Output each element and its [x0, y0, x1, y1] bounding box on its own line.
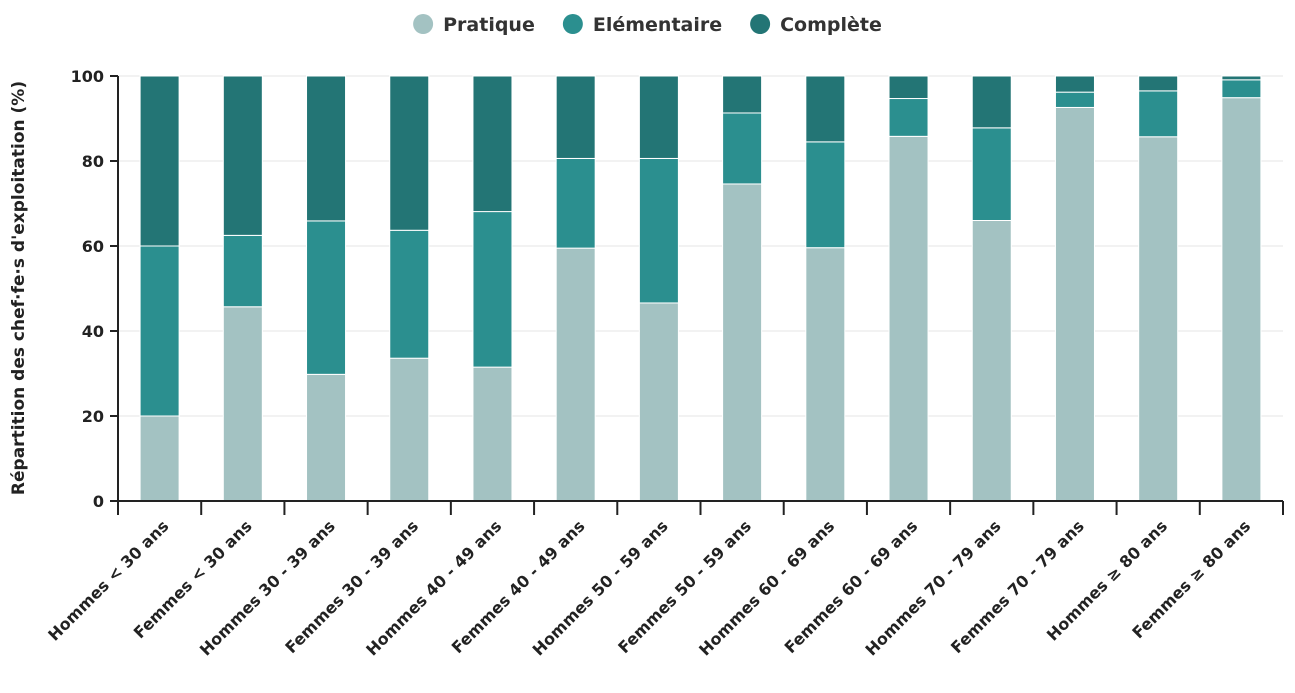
bar-segment-complete [222, 75, 263, 236]
bar-stack [472, 75, 513, 502]
bar-stack [1138, 75, 1179, 502]
bar-segment-elementaire [1054, 91, 1095, 108]
bar-segment-pratique [306, 373, 347, 502]
bar-segment-pratique [139, 415, 180, 502]
bar-stack [555, 75, 596, 502]
legend-marker [413, 14, 434, 34]
bar-segment-complete [805, 75, 846, 143]
bar-segment-elementaire [805, 141, 846, 249]
bar-stack [722, 75, 763, 502]
bar-stack [1221, 75, 1262, 502]
bar-stack [306, 75, 347, 502]
bar-segment-elementaire [222, 234, 263, 308]
legend-marker [750, 14, 771, 34]
bar-segment-elementaire [638, 157, 679, 304]
y-axis-label: Répartition des chef·fe·s d'exploitation… [9, 81, 29, 495]
y-tick-label: 60 [82, 237, 104, 256]
bar-segment-pratique [805, 247, 846, 502]
bars [139, 75, 1262, 502]
legend-label: Complète [780, 14, 882, 36]
bar-segment-pratique [1221, 97, 1262, 502]
bar-segment-complete [472, 75, 513, 213]
y-tick-label: 80 [82, 152, 104, 171]
x-tick-label: Femmes 70 - 79 ans [947, 516, 1088, 657]
legend-label: Pratique [443, 14, 535, 36]
x-tick-label: Hommes 50 - 59 ans [529, 516, 672, 659]
bar-segment-elementaire [1138, 90, 1179, 138]
bar-segment-elementaire [888, 98, 929, 137]
bar-segment-pratique [472, 366, 513, 502]
legend-marker [562, 14, 583, 34]
bar-segment-complete [1054, 75, 1095, 93]
bar-segment-elementaire [555, 157, 596, 249]
bar-segment-elementaire [971, 127, 1012, 221]
axes [117, 76, 1283, 502]
legend: Pratique Elémentaire Complète [413, 14, 882, 36]
bar-segment-elementaire [1221, 79, 1262, 99]
x-tick-label: Hommes 60 - 69 ans [695, 516, 838, 659]
bar-stack [888, 75, 929, 502]
y-axis-ticks: 0 20 40 60 80 100 [71, 67, 118, 511]
bar-segment-elementaire [139, 245, 180, 417]
x-tick-label: Femmes 40 - 49 ans [448, 516, 589, 657]
legend-item-elementaire[interactable]: Elémentaire [562, 14, 722, 36]
bar-segment-elementaire [306, 220, 347, 375]
bar-segment-complete [139, 75, 180, 247]
x-tick-label: Hommes 30 - 39 ans [196, 516, 339, 659]
bar-segment-pratique [888, 135, 929, 502]
bar-segment-complete [971, 75, 1012, 129]
bar-segment-elementaire [722, 112, 763, 185]
x-tick-label: Hommes 40 - 49 ans [362, 516, 505, 659]
bar-stack [971, 75, 1012, 502]
bar-segment-pratique [971, 220, 1012, 502]
bar-stack [1054, 75, 1095, 502]
bar-segment-pratique [638, 302, 679, 502]
bar-segment-complete [389, 75, 430, 231]
bar-segment-elementaire [472, 211, 513, 368]
y-tick-label: 0 [93, 492, 104, 511]
bar-segment-complete [638, 75, 679, 159]
bar-segment-pratique [222, 306, 263, 502]
bar-stack [139, 75, 180, 502]
bar-segment-complete [888, 75, 929, 100]
bar-stack [805, 75, 846, 502]
bar-segment-complete [1221, 75, 1262, 81]
bar-stack [638, 75, 679, 502]
x-tick-label: Femmes 60 - 69 ans [781, 516, 922, 657]
y-tick-label: 20 [82, 407, 104, 426]
x-tick-label: Femmes 50 - 59 ans [614, 516, 755, 657]
bar-segment-pratique [722, 183, 763, 502]
y-tick-label: 100 [71, 67, 104, 86]
x-tick-label: Hommes 70 - 79 ans [862, 516, 1005, 659]
legend-item-pratique[interactable]: Pratique [413, 14, 535, 36]
bar-stack [222, 75, 263, 502]
legend-item-complete[interactable]: Complète [750, 14, 882, 36]
x-tick-label: Femmes 30 - 39 ans [281, 516, 422, 657]
grid-lines [118, 75, 1283, 417]
bar-segment-pratique [1054, 106, 1095, 502]
bar-segment-elementaire [389, 229, 430, 359]
bar-segment-pratique [389, 357, 430, 502]
bar-segment-pratique [1138, 136, 1179, 502]
bar-segment-complete [722, 75, 763, 114]
y-tick-label: 40 [82, 322, 104, 341]
bar-stack [389, 75, 430, 502]
bar-segment-pratique [555, 247, 596, 502]
bar-segment-complete [555, 75, 596, 159]
bar-segment-complete [306, 75, 347, 222]
bar-segment-complete [1138, 75, 1179, 92]
legend-label: Elémentaire [593, 14, 722, 36]
